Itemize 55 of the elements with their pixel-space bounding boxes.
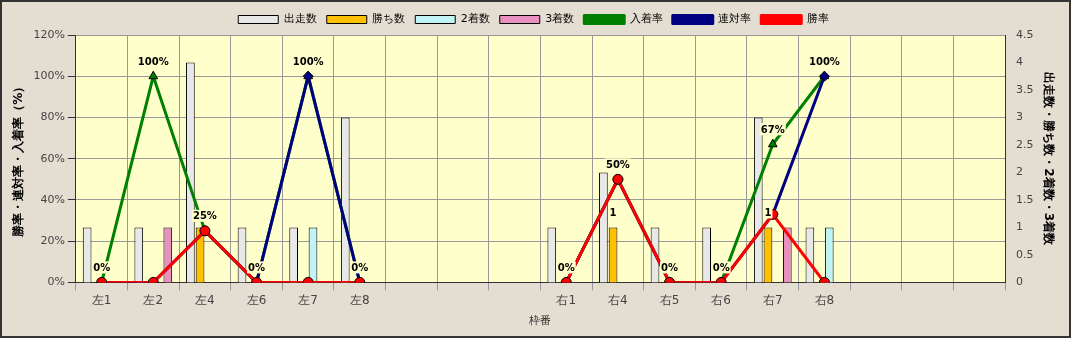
- y-tick-label: 40%: [40, 192, 65, 206]
- y2-tick-label: 2: [1016, 165, 1024, 179]
- y2-tick-label: 3: [1016, 110, 1024, 124]
- x-tick-label: 左7: [298, 292, 318, 307]
- x-tick-label: 右7: [762, 292, 783, 307]
- data-label: 50%: [605, 158, 630, 170]
- x-tick-label: 左8: [349, 292, 370, 307]
- data-label: 0%: [93, 261, 111, 273]
- x-tick-label: 左2: [143, 292, 164, 307]
- point: [767, 138, 778, 148]
- data-label: 25%: [192, 210, 217, 222]
- x-tick-label: 右4: [608, 292, 628, 307]
- x-axis-title: 枠番: [528, 314, 552, 328]
- y2-tick-label: 4: [1016, 55, 1024, 69]
- y2-axis-title: 出走数・勝ち数・2着数・3着数: [1041, 72, 1056, 247]
- data-label: 100%: [808, 55, 840, 67]
- y2-tick-label: 1.5: [1016, 192, 1034, 206]
- x-tick-label: 右6: [711, 292, 731, 307]
- data-label: 100%: [292, 55, 324, 67]
- legend-label: 出走数: [283, 12, 317, 26]
- y2-tick-label: 0.5: [1016, 247, 1034, 261]
- y2-tick-label: 0: [1016, 275, 1024, 289]
- data-label: 0%: [351, 261, 369, 273]
- x-tick-label: 左6: [246, 292, 267, 307]
- x-tick-label: 右5: [659, 292, 680, 307]
- y2-tick-label: 1: [1016, 220, 1024, 234]
- y2-tick-label: 4.5: [1016, 27, 1034, 41]
- legend-label: 連対率: [718, 12, 752, 26]
- y-tick-label: 60%: [40, 151, 65, 165]
- x-tick-label: 左4: [195, 292, 215, 307]
- y-tick-label: 0%: [47, 275, 65, 289]
- y-tick-label: 100%: [33, 69, 65, 83]
- x-tick-label: 左1: [91, 292, 112, 307]
- x-tick-label: 右8: [814, 292, 835, 307]
- legend-label: 2着数: [460, 12, 490, 26]
- y-axis-title: 勝率・連対率・入着率（%）: [11, 80, 26, 238]
- data-label: 0%: [557, 261, 575, 273]
- data-label: 1: [764, 207, 772, 219]
- legend-label: 入着率: [629, 12, 663, 26]
- legend-label: 勝率: [806, 12, 829, 26]
- legend-label: 3着数: [545, 12, 575, 26]
- y-tick-label: 80%: [40, 110, 65, 124]
- data-label: 100%: [137, 55, 169, 67]
- data-label: 0%: [248, 261, 266, 273]
- y-tick-label: 120%: [33, 27, 65, 41]
- y2-tick-label: 2.5: [1016, 137, 1034, 151]
- legend-label: 勝ち数: [372, 12, 406, 26]
- x-tick-label: 右1: [556, 292, 577, 307]
- data-label: 0%: [661, 261, 679, 273]
- y2-tick-label: 3.5: [1016, 82, 1034, 96]
- y-tick-label: 20%: [40, 234, 65, 248]
- data-label: 67%: [760, 123, 785, 135]
- data-label: 1: [609, 207, 617, 219]
- data-label: 0%: [712, 261, 730, 273]
- point: [148, 70, 159, 80]
